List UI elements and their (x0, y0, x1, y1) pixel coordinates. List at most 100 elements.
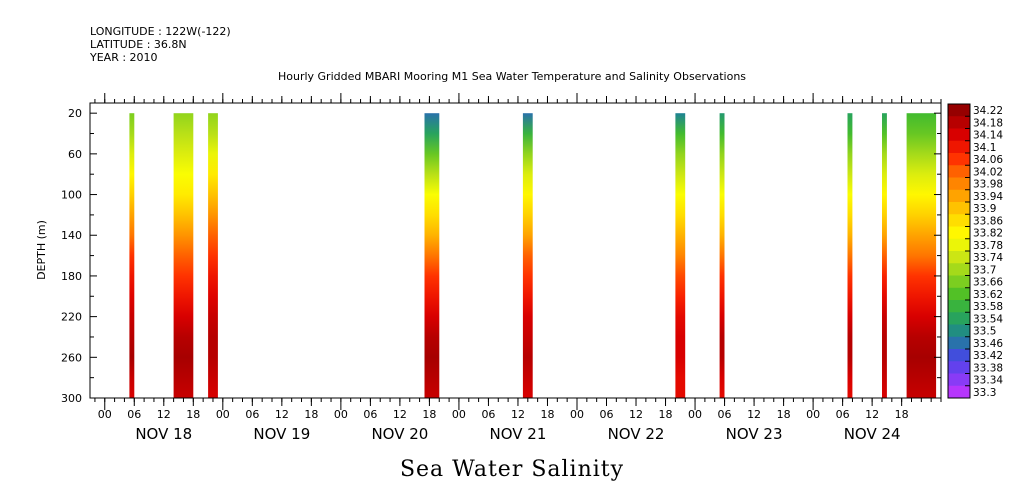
y-axis-label: DEPTH (m) (35, 220, 48, 280)
x-tick-label: 06 (600, 408, 614, 421)
x-tick-label: 18 (304, 408, 318, 421)
x-tick-label: 12 (629, 408, 643, 421)
latitude-label: LATITUDE : 36.8N (90, 38, 187, 51)
longitude-label: LONGITUDE : 122W(-122) (90, 25, 231, 38)
colorbar-label: 33.54 (973, 313, 1003, 325)
colorbar-label: 34.22 (973, 105, 1003, 117)
x-tick-label: 18 (659, 408, 673, 421)
y-tick-label: 20 (68, 107, 82, 120)
figure-footer-title: Sea Water Salinity (400, 457, 624, 482)
colorbar-swatch (948, 263, 970, 276)
colorbar-label: 33.98 (973, 179, 1003, 191)
colorbar-swatch (948, 324, 970, 338)
x-tick-label: 18 (895, 408, 909, 421)
colorbar-label: 33.58 (973, 301, 1003, 313)
colorbar-label: 34.18 (973, 117, 1003, 129)
colorbar-label: 33.74 (973, 252, 1003, 264)
y-tick-label: 260 (61, 351, 82, 364)
colorbar-label: 33.46 (973, 338, 1003, 350)
colorbar-label: 33.78 (973, 240, 1003, 252)
x-tick-label: 12 (157, 408, 171, 421)
salinity-column (129, 113, 135, 398)
colorbar-swatch (948, 361, 970, 374)
x-tick-label: 00 (452, 408, 466, 421)
x-tick-label: 00 (98, 408, 112, 421)
salinity-column (208, 113, 218, 398)
salinity-column (847, 113, 853, 398)
colorbar-label: 34.02 (973, 166, 1003, 178)
x-tick-label: 06 (718, 408, 732, 421)
colorbar-label: 33.3 (973, 387, 996, 399)
x-tick-label: 12 (747, 408, 761, 421)
year-label: YEAR : 2010 (89, 51, 158, 64)
salinity-column (906, 113, 937, 398)
salinity-column (882, 113, 887, 398)
colorbar-label: 34.1 (973, 142, 996, 154)
x-tick-label: 00 (806, 408, 820, 421)
colorbar-label: 33.38 (973, 362, 1003, 374)
colorbar-label: 33.62 (973, 289, 1003, 301)
colorbar-label: 33.9 (973, 203, 996, 215)
colorbar-swatch (948, 177, 970, 191)
colorbar-label: 34.06 (973, 154, 1003, 166)
x-tick-label: 12 (393, 408, 407, 421)
x-tick-label: 12 (865, 408, 879, 421)
colorbar-swatch (948, 251, 970, 264)
x-day-label: NOV 20 (371, 425, 428, 443)
colorbar: 34.2234.1834.1434.134.0634.0233.9833.943… (947, 103, 1003, 399)
colorbar-label: 33.94 (973, 191, 1003, 203)
colorbar-swatch (948, 165, 970, 178)
x-tick-label: 00 (216, 408, 230, 421)
x-tick-label: 06 (481, 408, 495, 421)
y-tick-label: 100 (61, 189, 82, 202)
y-tick-label: 180 (61, 270, 82, 283)
colorbar-swatch (948, 336, 970, 350)
colorbar-swatch (948, 349, 970, 362)
colorbar-label: 33.82 (973, 228, 1003, 240)
x-day-label: NOV 23 (726, 425, 783, 443)
x-tick-label: 06 (836, 408, 850, 421)
colorbar-label: 33.66 (973, 277, 1003, 289)
axes: 20 60 100 140 180 220 260 300 00 06 12 18 00 06 12 18 00… (61, 93, 942, 443)
y-tick-label: 140 (61, 229, 82, 242)
x-tick-label: 18 (186, 408, 200, 421)
y-tick-label: 300 (61, 392, 82, 405)
colorbar-label: 33.86 (973, 215, 1003, 227)
salinity-column (719, 113, 725, 398)
x-day-label: NOV 19 (253, 425, 310, 443)
colorbar-swatch (948, 287, 970, 301)
x-day-label: NOV 18 (135, 425, 192, 443)
colorbar-swatch (948, 128, 970, 142)
y-tick-label: 220 (61, 311, 82, 324)
x-tick-label: 06 (127, 408, 141, 421)
colorbar-swatch (948, 153, 970, 166)
plot-frame (89, 102, 942, 399)
colorbar-swatch (948, 238, 970, 252)
x-tick-label: 00 (688, 408, 702, 421)
colorbar-swatch (948, 300, 970, 313)
x-tick-label: 12 (275, 408, 289, 421)
colorbar-swatch (948, 202, 970, 215)
salinity-column (522, 113, 533, 398)
colorbar-label: 33.7 (973, 264, 996, 276)
colorbar-swatch (948, 275, 970, 289)
x-tick-label: 12 (511, 408, 525, 421)
chart-title: Hourly Gridded MBARI Mooring M1 Sea Wate… (278, 70, 746, 83)
x-tick-label: 06 (363, 408, 377, 421)
x-day-label: NOV 21 (490, 425, 547, 443)
colorbar-swatch (948, 373, 970, 387)
colorbar-swatch (948, 116, 970, 129)
x-tick-label: 18 (540, 408, 554, 421)
colorbar-label: 33.5 (973, 326, 996, 338)
x-day-label: NOV 24 (844, 425, 901, 443)
colorbar-swatch (948, 312, 970, 325)
x-tick-label: 00 (334, 408, 348, 421)
colorbar-swatch (948, 104, 970, 117)
x-tick-label: 18 (777, 408, 791, 421)
x-day-label: NOV 22 (608, 425, 665, 443)
colorbar-swatch (948, 214, 970, 227)
salinity-column (424, 113, 440, 398)
salinity-column (173, 113, 194, 398)
colorbar-label: 33.42 (973, 350, 1003, 362)
